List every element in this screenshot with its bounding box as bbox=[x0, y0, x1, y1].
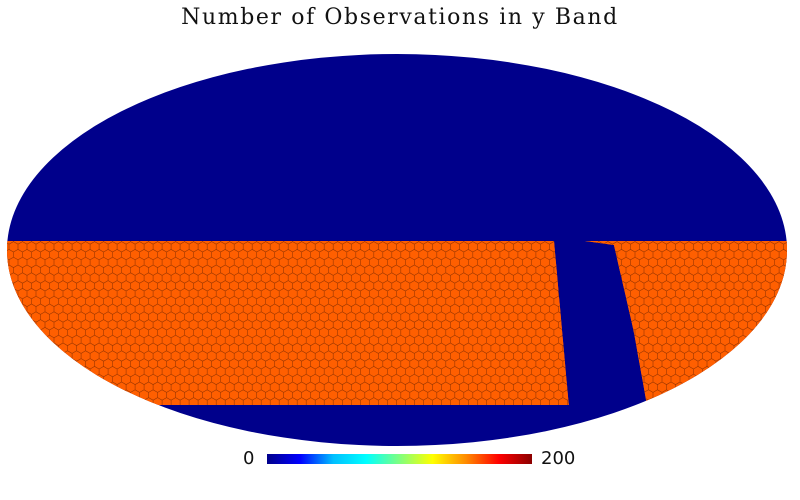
colorbar bbox=[267, 454, 532, 464]
colorbar-max-label: 200 bbox=[541, 448, 576, 469]
pointing-tiles bbox=[7, 241, 787, 405]
observed-footprint bbox=[7, 241, 787, 405]
colorbar-gradient bbox=[267, 454, 532, 464]
map-title: Number of Observations in y Band bbox=[181, 5, 619, 30]
colorbar-min-label: 0 bbox=[243, 448, 255, 469]
